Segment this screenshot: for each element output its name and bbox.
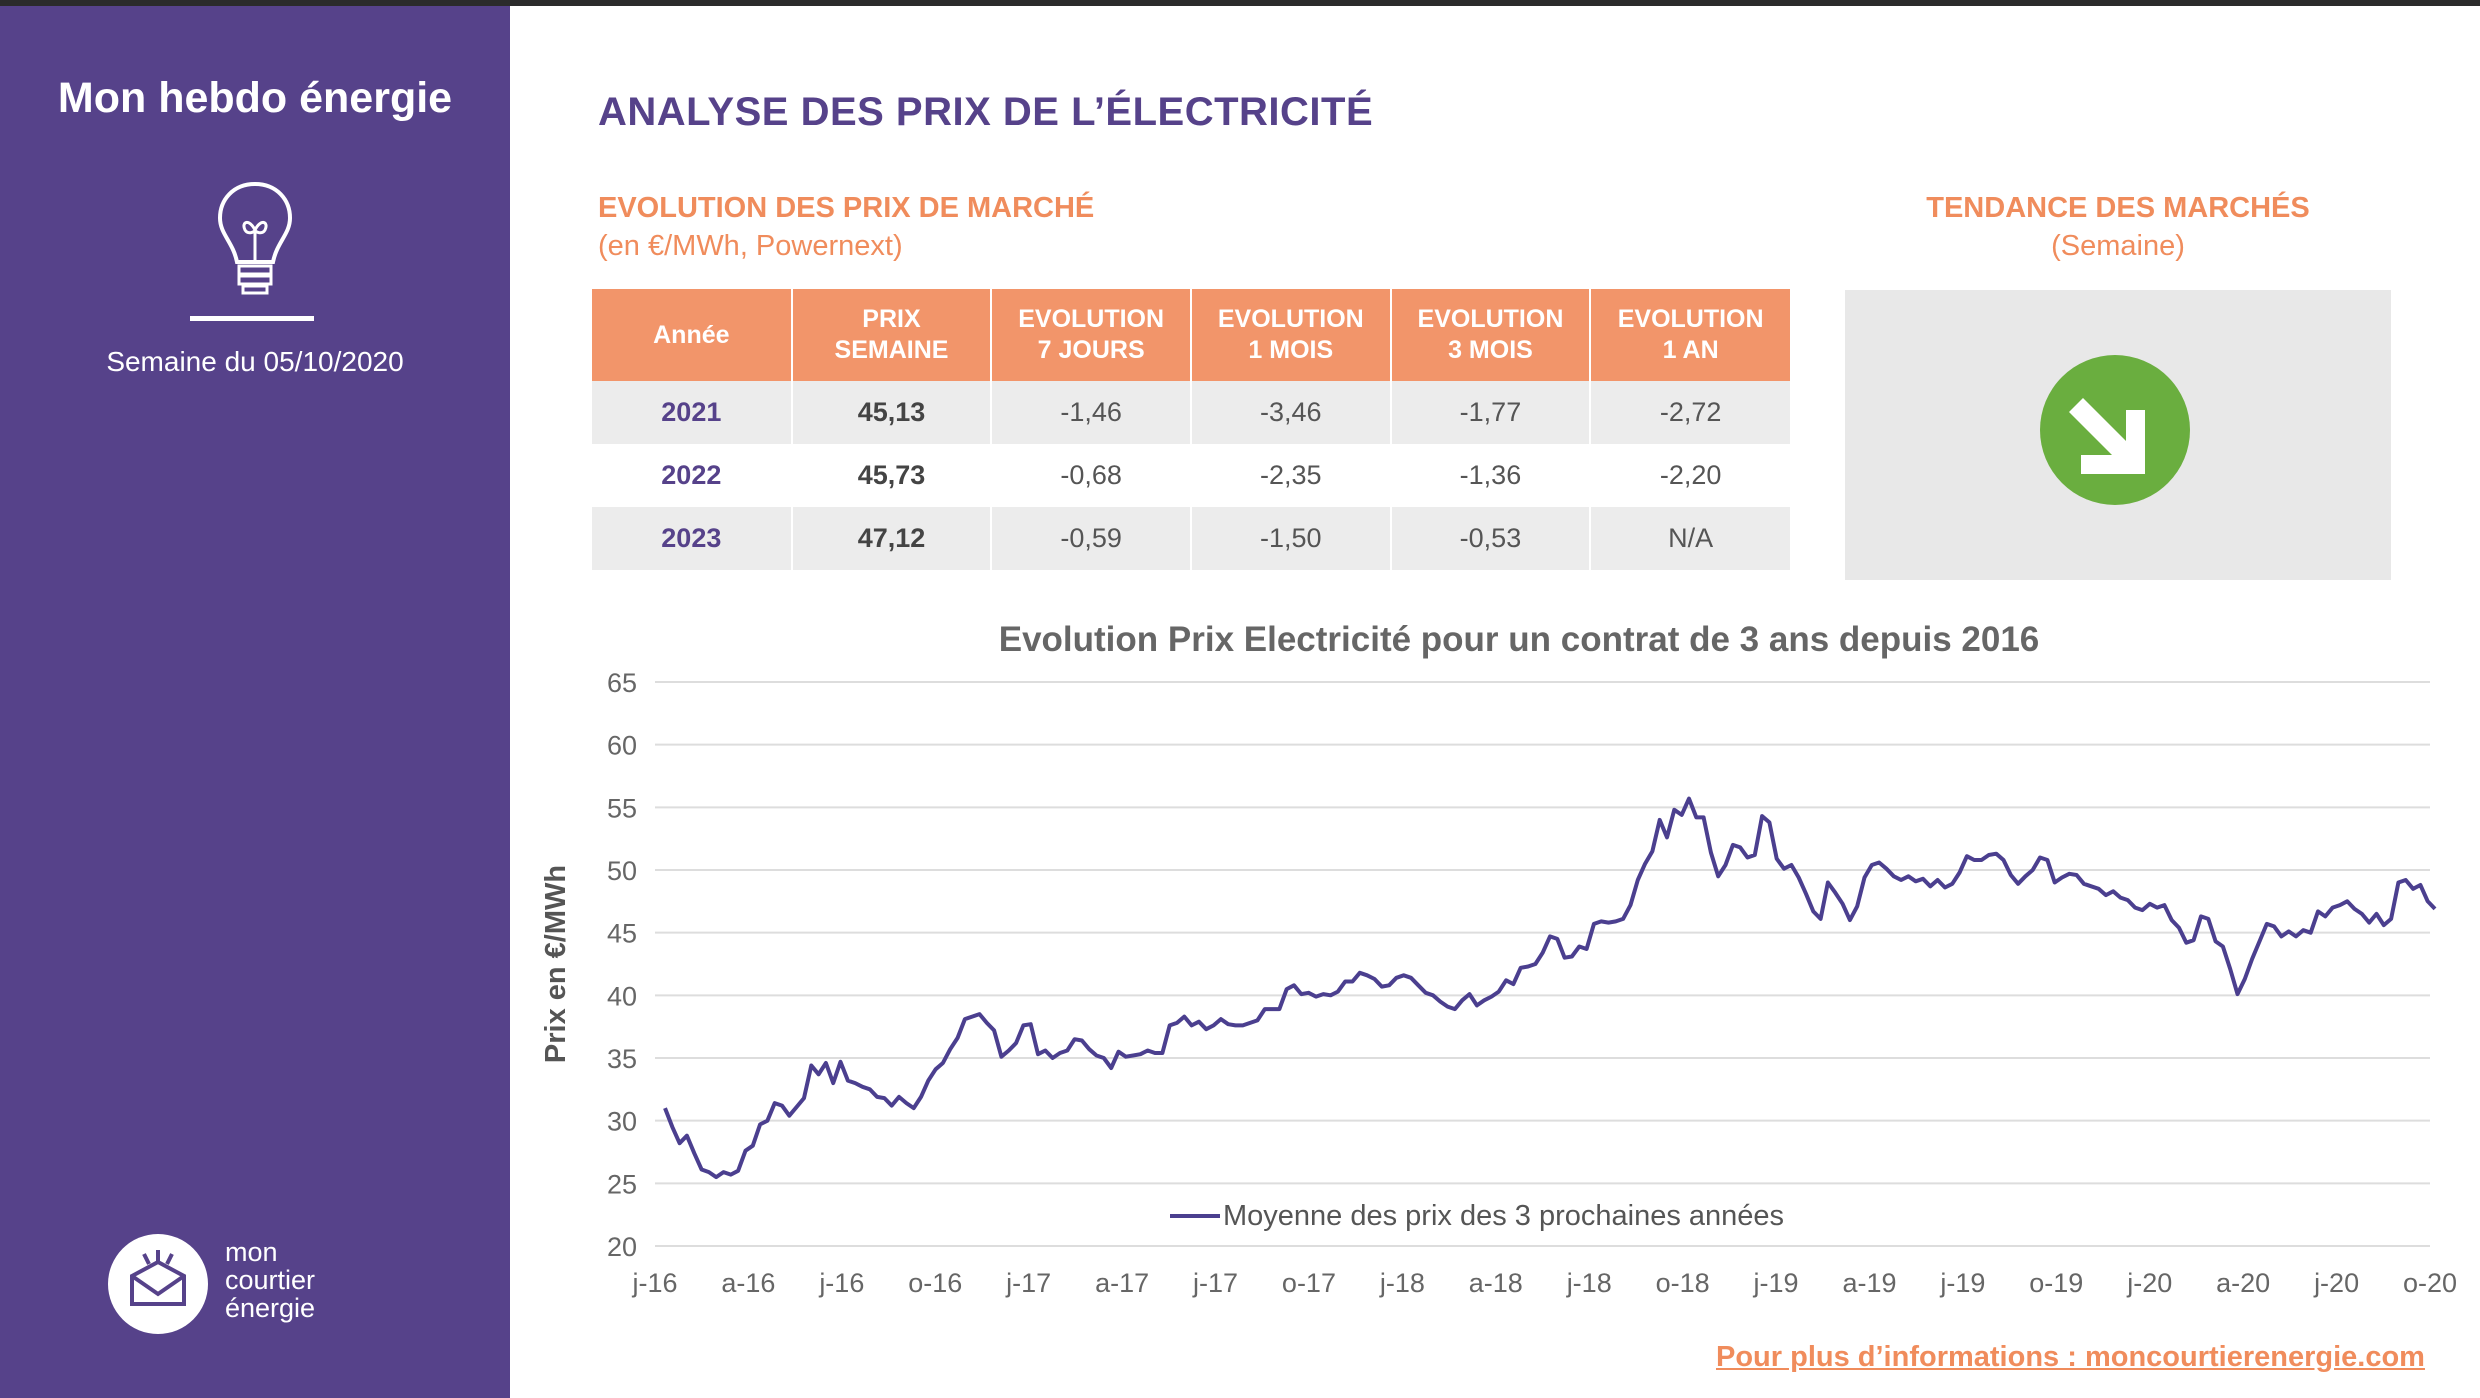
y-axis-label: Prix en €/MWh xyxy=(540,865,572,1063)
header-label: 1 AN xyxy=(1662,336,1719,364)
week-label: Semaine du 05/10/2020 xyxy=(106,346,404,377)
x-tick-label: j-17 xyxy=(1005,1268,1051,1298)
header-label: 7 JOURS xyxy=(1037,336,1145,364)
divider xyxy=(190,316,314,321)
header-label: 3 MOIS xyxy=(1448,336,1533,364)
table-row: 2021 45,13 -1,46 -3,46 -1,77 -2,72 xyxy=(592,381,1790,444)
year-cell: 2022 xyxy=(592,444,793,507)
brand-logo-text: mon courtier énergie xyxy=(225,1238,315,1322)
table-row: 2023 47,12 -0,59 -1,50 -0,53 N/A xyxy=(592,507,1790,570)
x-tick-label: j-17 xyxy=(1192,1268,1238,1298)
evolution-cell: -2,35 xyxy=(1190,444,1392,507)
x-tick-label: o-16 xyxy=(908,1268,962,1298)
x-tick-label: o-19 xyxy=(2029,1268,2083,1298)
column-header: EVOLUTION 1 AN xyxy=(1590,289,1790,381)
header-label: EVOLUTION xyxy=(1217,305,1364,333)
x-tick-label: a-20 xyxy=(2216,1268,2270,1298)
header-label: EVOLUTION xyxy=(1417,305,1564,333)
newsletter-title: Mon hebdo énergie xyxy=(57,74,453,122)
header-label: EVOLUTION xyxy=(1018,305,1165,333)
evolution-cell: -1,46 xyxy=(991,381,1192,444)
series-line xyxy=(663,796,2437,1180)
trend-section-subtitle: (Semaine) xyxy=(2051,230,2185,262)
column-header: Année xyxy=(592,289,793,381)
y-tick-label: 35 xyxy=(607,1044,637,1074)
y-tick-label: 30 xyxy=(607,1107,637,1137)
y-tick-label: 55 xyxy=(607,793,637,823)
price-cell: 45,73 xyxy=(791,444,993,507)
evolution-cell: -2,20 xyxy=(1659,460,1722,490)
x-tick-label: j-20 xyxy=(2313,1268,2359,1298)
x-tick-label: j-18 xyxy=(1566,1268,1612,1298)
evolution-cell: -2,72 xyxy=(1590,381,1790,444)
y-tick-label: 25 xyxy=(607,1169,637,1199)
logo-word: courtier xyxy=(225,1265,316,1295)
year-cell: 2021 xyxy=(592,381,793,444)
evolution-cell: -0,59 xyxy=(991,507,1192,570)
evolution-cell: -1,36 xyxy=(1390,444,1592,507)
y-tick-label: 50 xyxy=(607,856,637,886)
price-cell: 45,13 xyxy=(791,381,993,444)
table-row: 2022 45,73 -0,68 -2,35 -1,36 -2,20 xyxy=(592,444,1790,507)
x-tick-label: j-16 xyxy=(818,1268,864,1298)
page-title: ANALYSE DES PRIX DE L’ÉLECTRICITÉ xyxy=(598,90,1374,134)
column-header: EVOLUTION 7 JOURS xyxy=(991,289,1192,381)
lightbulb-icon xyxy=(215,178,295,311)
logo-word: énergie xyxy=(225,1293,316,1323)
column-header: PRIX SEMAINE xyxy=(791,289,993,381)
price-line-chart: 20 25 30 35 40 45 50 55 60 65 j-16 a-16 j-16 o-16 j-17… xyxy=(540,668,2457,1298)
price-cell: 47,12 xyxy=(791,507,993,570)
x-tick-label: a-19 xyxy=(1842,1268,1896,1298)
price-table: Année PRIX SEMAINE EVOLUTION 7 JOURS EVOLUTIO… xyxy=(592,289,1790,570)
x-tick-label: o-17 xyxy=(1282,1268,1336,1298)
x-tick-label: j-19 xyxy=(1939,1268,1985,1298)
header-label: Année xyxy=(653,320,730,349)
header-label: 1 MOIS xyxy=(1248,336,1334,364)
year-cell: 2023 xyxy=(592,507,793,570)
brand-logo-icon xyxy=(106,1232,210,1341)
evolution-cell: -1,50 xyxy=(1190,507,1392,570)
column-header: EVOLUTION 3 MOIS xyxy=(1390,289,1592,381)
x-tick-label: a-16 xyxy=(721,1268,775,1298)
arrow-down-right-icon xyxy=(2040,355,2190,505)
evolution-cell: -0,53 xyxy=(1390,507,1592,570)
evolution-cell: N/A xyxy=(1590,507,1790,570)
logo-word: mon xyxy=(225,1237,278,1267)
table-body: 2021 45,13 -1,46 -3,46 -1,77 -2,72 2022 45,73 -0… xyxy=(592,381,1790,570)
x-tick-label: a-17 xyxy=(1095,1268,1149,1298)
table-header-row: Année PRIX SEMAINE EVOLUTION 7 JOURS EVOLUTIO… xyxy=(592,289,1790,381)
chart-title: Evolution Prix Electricité pour un contr… xyxy=(998,620,2040,659)
x-tick-label: o-18 xyxy=(1656,1268,1710,1298)
evolution-cell: -3,46 xyxy=(1190,381,1392,444)
market-section-title: EVOLUTION DES PRIX DE MARCHÉ xyxy=(598,192,1095,224)
y-tick-label: 60 xyxy=(607,731,637,761)
x-tick-label: j-19 xyxy=(1753,1268,1799,1298)
slide: Mon hebdo énergie Semaine du 05/10/2020 … xyxy=(0,6,2480,1398)
website-link[interactable]: Pour plus d’informations : moncourtieren… xyxy=(1716,1341,2425,1373)
x-tick-label: j-16 xyxy=(631,1268,677,1298)
market-section-subtitle: (en €/MWh, Powernext) xyxy=(598,230,903,262)
header-label: EVOLUTION xyxy=(1617,305,1764,333)
y-tick-label: 20 xyxy=(607,1232,637,1262)
header-label: PRIX xyxy=(862,305,921,333)
y-tick-label: 45 xyxy=(607,919,637,949)
evolution-cell: -0,68 xyxy=(991,444,1192,507)
sidebar: Mon hebdo énergie Semaine du 05/10/2020 … xyxy=(0,6,510,1398)
x-tick-label: j-20 xyxy=(2126,1268,2172,1298)
x-tick-label: j-18 xyxy=(1379,1268,1425,1298)
y-tick-label: 40 xyxy=(607,981,637,1011)
column-header: EVOLUTION 1 MOIS xyxy=(1190,289,1392,381)
x-tick-label: o-20 xyxy=(2403,1268,2457,1298)
legend-label: Moyenne des prix des 3 prochaines années xyxy=(1223,1200,1784,1232)
y-tick-label: 65 xyxy=(607,668,637,698)
trend-section-title: TENDANCE DES MARCHÉS xyxy=(1926,192,2310,224)
evolution-cell: -1,77 xyxy=(1390,381,1592,444)
x-tick-label: a-18 xyxy=(1469,1268,1523,1298)
trend-panel xyxy=(1845,290,2391,580)
header-label: SEMAINE xyxy=(834,336,949,364)
